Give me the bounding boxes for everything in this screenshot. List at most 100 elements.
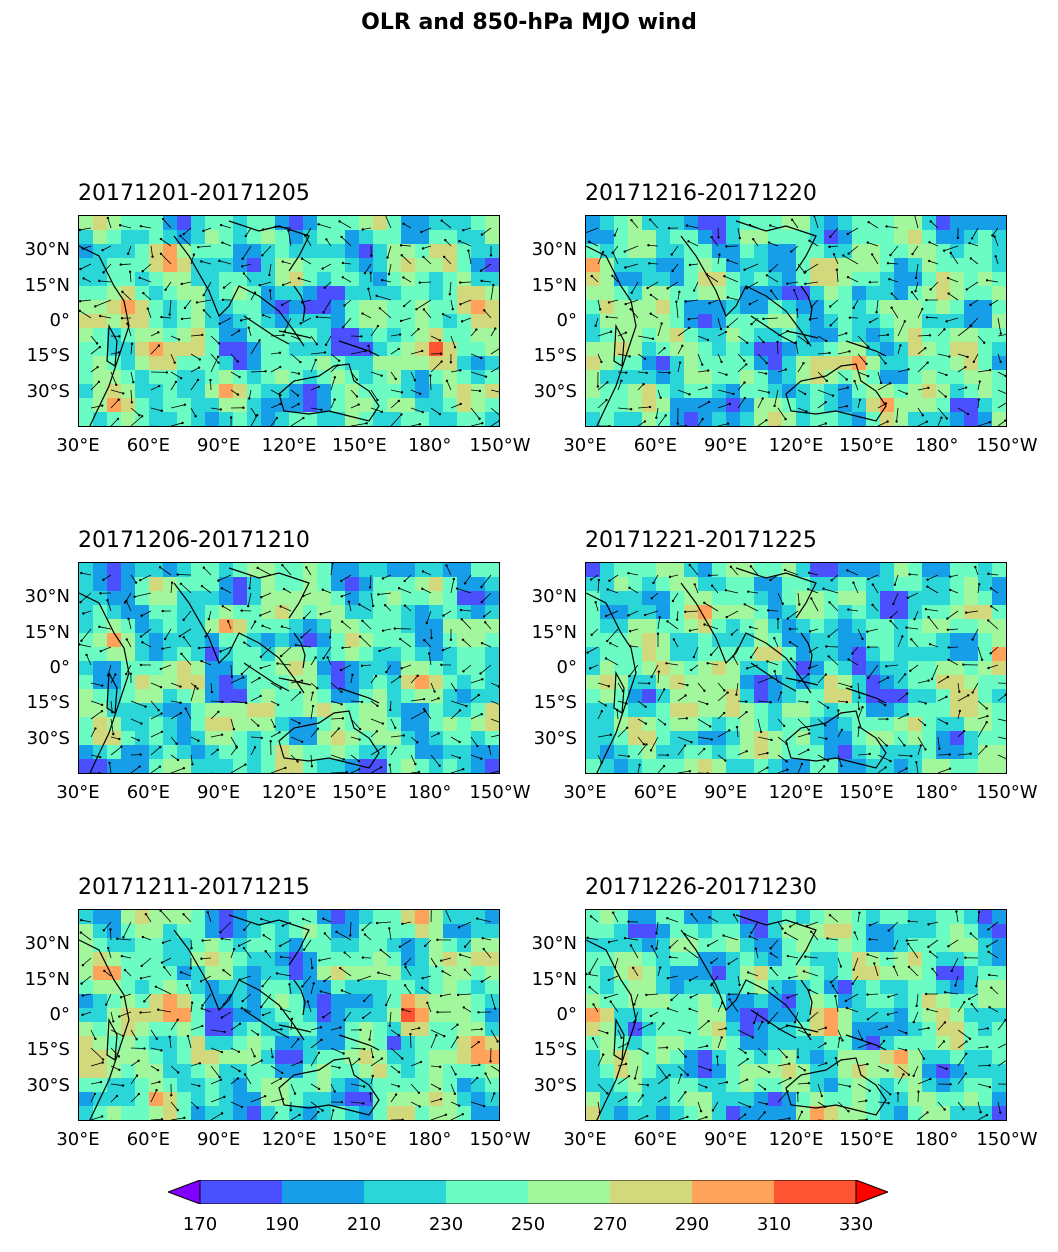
wind-vector	[937, 1101, 945, 1110]
wind-vector	[470, 736, 478, 747]
wind-vector	[275, 226, 292, 229]
wind-vector	[657, 347, 665, 355]
wind-vector	[629, 628, 639, 632]
wind-vector	[107, 217, 112, 229]
wind-vector	[470, 1101, 485, 1107]
wind-vector	[310, 335, 318, 345]
wind-vector	[480, 664, 492, 674]
wind-vector	[716, 1056, 719, 1067]
wind-vector	[370, 1058, 383, 1067]
wind-vector	[350, 769, 360, 773]
wind-vector	[390, 348, 399, 355]
y-tick-label: 30°N	[531, 239, 577, 261]
wind-vector	[130, 1075, 138, 1085]
wind-vector	[144, 993, 152, 1002]
wind-vector	[929, 260, 939, 265]
wind-vector	[932, 968, 939, 977]
wind-vector	[848, 609, 859, 612]
wind-vector	[777, 692, 782, 702]
wind-vector	[973, 353, 979, 363]
wind-vector	[950, 589, 959, 594]
wind-vector	[325, 335, 332, 345]
wind-vector	[303, 939, 312, 950]
wind-vector	[877, 1040, 885, 1049]
wind-vector	[130, 1047, 145, 1049]
wind-vector	[757, 767, 768, 773]
wind-vector	[977, 912, 980, 923]
wind-vector	[306, 227, 312, 236]
wind-vector	[310, 983, 315, 995]
wind-vector	[618, 425, 619, 426]
wind-vector	[181, 653, 192, 666]
wind-vector	[330, 1083, 336, 1092]
y-tick-label: 30°S	[533, 727, 577, 749]
wind-vector	[957, 695, 969, 702]
wind-vector	[689, 628, 699, 632]
wind-vector	[836, 269, 839, 283]
wind-vector	[589, 986, 599, 995]
wind-vector	[914, 610, 919, 620]
wind-vector	[676, 610, 679, 620]
y-tick-label: 15°S	[533, 345, 577, 367]
wind-vector	[807, 1011, 819, 1021]
wind-vector	[184, 299, 192, 309]
wind-vector	[917, 700, 926, 704]
wind-vector	[587, 646, 599, 653]
wind-vector	[947, 277, 959, 283]
wind-vector	[810, 931, 819, 941]
y-tick-label: 30°S	[26, 1074, 70, 1096]
wind-vector	[323, 646, 332, 659]
olr-field	[586, 563, 1006, 773]
wind-vector	[230, 747, 238, 756]
wind-vector	[957, 1073, 967, 1085]
wind-vector	[697, 1116, 707, 1120]
wind-vector	[241, 1007, 252, 1013]
wind-vector	[183, 227, 192, 235]
coastline	[785, 330, 819, 339]
wind-vector	[310, 728, 319, 738]
x-tick-label: 30°E	[563, 1129, 607, 1150]
wind-vector	[890, 610, 899, 618]
wind-vector	[147, 308, 152, 319]
wind-vector	[817, 1101, 826, 1108]
wind-vector	[957, 772, 958, 773]
wind-vector	[891, 293, 899, 301]
wind-vector	[250, 407, 257, 416]
wind-vector	[877, 421, 888, 426]
wind-vector	[180, 235, 192, 247]
wind-vector	[618, 1119, 619, 1120]
wind-vector	[797, 335, 809, 344]
y-tick-label: 15°N	[24, 968, 70, 990]
wind-vector	[729, 999, 739, 1013]
wind-vector	[917, 1047, 925, 1059]
wind-vector	[677, 1029, 690, 1034]
wind-vector	[987, 279, 999, 283]
wind-vector	[90, 710, 103, 720]
wind-vector	[997, 334, 1006, 337]
wind-vector	[977, 1114, 988, 1120]
wind-vector	[897, 736, 905, 746]
wind-vector	[789, 975, 799, 979]
wind-vector	[777, 1063, 790, 1067]
x-tick-label: 90°E	[197, 1129, 241, 1150]
wind-vector	[971, 1003, 979, 1013]
wind-vector	[737, 700, 747, 703]
wind-vector	[770, 967, 779, 977]
wind-vector	[323, 1011, 332, 1018]
coastline	[800, 285, 813, 322]
wind-vector	[464, 969, 472, 977]
wind-vector	[110, 700, 113, 713]
wind-vector	[110, 399, 119, 409]
wind-vector	[80, 263, 92, 270]
wind-vector	[650, 736, 659, 751]
wind-vector	[972, 682, 979, 693]
x-tick-label: 150°E	[838, 435, 894, 456]
wind-vector	[318, 223, 332, 229]
coastline	[613, 670, 625, 715]
wind-vector	[777, 921, 783, 929]
wind-vector	[677, 291, 680, 301]
wind-vector	[491, 1119, 493, 1120]
wind-vector	[390, 1047, 403, 1059]
x-tick-label: 30°E	[56, 435, 100, 456]
wind-vector	[110, 746, 122, 756]
